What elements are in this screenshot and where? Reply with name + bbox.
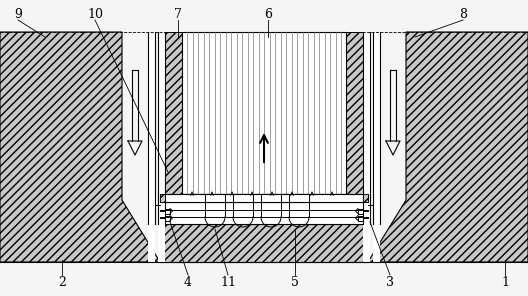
Bar: [160, 194, 368, 202]
Text: 2: 2: [58, 276, 66, 289]
Text: 3: 3: [386, 276, 394, 289]
Text: 5: 5: [291, 276, 299, 289]
Text: 10: 10: [87, 7, 103, 20]
Bar: [363, 194, 368, 202]
Bar: [165, 32, 182, 194]
Bar: [160, 194, 165, 202]
Text: 1: 1: [501, 276, 509, 289]
Bar: [160, 224, 368, 262]
Bar: [182, 32, 346, 194]
Bar: [160, 202, 368, 224]
Bar: [182, 194, 346, 199]
Text: 11: 11: [220, 276, 236, 289]
Bar: [373, 32, 380, 262]
Text: 7: 7: [174, 7, 182, 20]
Bar: [158, 32, 165, 262]
Bar: [346, 32, 363, 194]
Bar: [363, 32, 370, 262]
Text: 6: 6: [264, 7, 272, 20]
Bar: [148, 32, 155, 262]
Text: 9: 9: [14, 7, 22, 20]
Text: 4: 4: [184, 276, 192, 289]
Text: 8: 8: [459, 7, 467, 20]
Polygon shape: [0, 32, 160, 262]
Polygon shape: [368, 32, 528, 262]
